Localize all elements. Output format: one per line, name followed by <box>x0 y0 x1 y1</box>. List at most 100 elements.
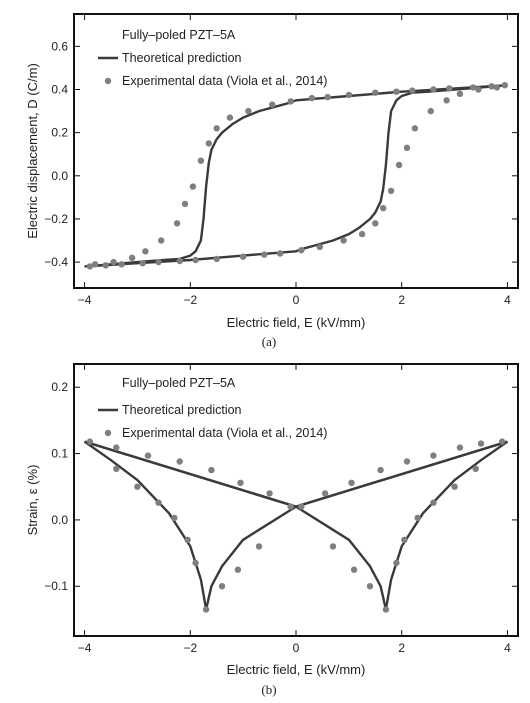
data-point <box>192 560 198 566</box>
legend-title: Fully–poled PZT–5A <box>122 376 236 390</box>
data-point <box>380 205 386 211</box>
x-tick-label: −4 <box>78 641 92 655</box>
data-point <box>430 86 436 92</box>
legend-line-label: Theoretical prediction <box>122 51 242 65</box>
data-point <box>372 90 378 96</box>
data-point <box>393 89 399 95</box>
data-point <box>277 250 283 256</box>
data-point <box>245 108 251 114</box>
data-point <box>266 490 272 496</box>
data-point <box>237 480 243 486</box>
data-point <box>87 438 93 444</box>
legend-marker-swatch <box>105 78 111 84</box>
y-tick-label: −0.2 <box>44 212 68 226</box>
data-point <box>346 92 352 98</box>
data-point <box>377 467 383 473</box>
legend-marker-label: Experimental data (Viola et al., 2014) <box>122 426 327 440</box>
data-point <box>488 83 494 89</box>
data-point <box>118 261 124 267</box>
y-tick-label: 0.2 <box>51 380 68 394</box>
panel-caption: (a) <box>262 334 276 349</box>
data-point <box>198 158 204 164</box>
data-point <box>288 98 294 104</box>
data-point <box>446 85 452 91</box>
data-point <box>404 458 410 464</box>
data-point <box>499 438 505 444</box>
data-point <box>325 94 331 100</box>
data-point <box>219 583 225 589</box>
data-point <box>256 543 262 549</box>
y-tick-label: 0.0 <box>51 169 68 183</box>
data-point <box>478 440 484 446</box>
x-tick-label: 2 <box>398 293 405 307</box>
data-point <box>182 201 188 207</box>
data-point <box>174 220 180 226</box>
data-point <box>401 537 407 543</box>
data-point <box>240 254 246 260</box>
data-point <box>177 458 183 464</box>
data-point <box>171 515 177 521</box>
x-tick-label: −4 <box>78 293 92 307</box>
data-point <box>227 114 233 120</box>
data-point <box>383 606 389 612</box>
data-point <box>145 452 151 458</box>
y-axis-label: Strain, ε (%) <box>25 465 40 536</box>
data-point <box>155 259 161 265</box>
y-tick-label: 0.0 <box>51 513 68 527</box>
data-point <box>113 444 119 450</box>
data-point <box>494 84 500 90</box>
data-point <box>103 262 109 268</box>
chart-panel-b: −0.10.00.10.2 −4 −2 0 2 4 Fully–poled PZT–5A… <box>25 364 518 697</box>
x-tick-label: 4 <box>504 293 511 307</box>
chart-panel-a: −0.4 −0.2 0.0 0.2 0.4 0.6 −4 −2 0 2 4 Fully–poled… <box>25 14 518 349</box>
data-point <box>457 444 463 450</box>
data-point <box>359 231 365 237</box>
data-point <box>192 257 198 263</box>
data-point <box>203 606 209 612</box>
y-tick-label: 0.2 <box>51 126 68 140</box>
data-point <box>92 261 98 267</box>
x-tick-label: 0 <box>293 641 300 655</box>
data-point <box>330 543 336 549</box>
data-point <box>470 84 476 90</box>
data-point <box>340 237 346 243</box>
panel-caption: (b) <box>261 682 276 697</box>
x-tick-label: 0 <box>293 293 300 307</box>
data-point <box>414 515 420 521</box>
x-axis-label: Electric field, E (kV/mm) <box>227 315 366 330</box>
x-tick-label: −2 <box>183 641 197 655</box>
data-point <box>214 125 220 131</box>
data-point <box>214 256 220 262</box>
data-point <box>393 560 399 566</box>
x-tick-label: 4 <box>504 641 511 655</box>
data-point <box>129 255 135 261</box>
data-point <box>457 91 463 97</box>
data-point <box>208 467 214 473</box>
data-point <box>502 82 508 88</box>
y-tick-label: −0.1 <box>44 579 68 593</box>
data-point <box>351 567 357 573</box>
data-point <box>430 500 436 506</box>
data-point <box>428 108 434 114</box>
data-point <box>412 125 418 131</box>
data-point <box>261 251 267 257</box>
data-point <box>190 183 196 189</box>
x-tick-label: −2 <box>183 293 197 307</box>
data-point <box>298 503 304 509</box>
data-point <box>206 140 212 146</box>
data-point <box>348 480 354 486</box>
data-point <box>473 466 479 472</box>
data-point <box>372 220 378 226</box>
y-tick-label: 0.6 <box>51 39 68 53</box>
data-point <box>430 452 436 458</box>
data-point <box>158 237 164 243</box>
data-point <box>288 503 294 509</box>
y-tick-label: 0.1 <box>51 447 68 461</box>
data-point <box>367 583 373 589</box>
data-point <box>298 247 304 253</box>
data-point <box>309 95 315 101</box>
data-point <box>317 244 323 250</box>
data-point <box>443 97 449 103</box>
data-point <box>113 466 119 472</box>
